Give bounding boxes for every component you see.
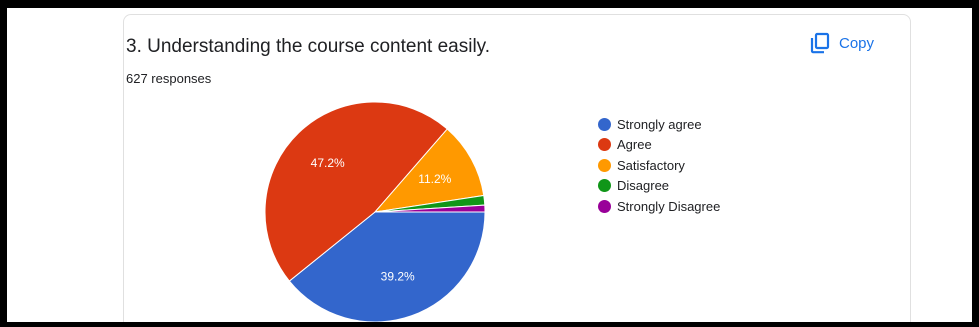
copy-icon <box>810 32 830 54</box>
legend-swatch <box>598 138 611 152</box>
legend-label: Satisfactory <box>617 157 685 173</box>
pie-data-label: 11.2% <box>418 172 451 186</box>
legend-label: Strongly agree <box>617 116 702 132</box>
pie-chart: 39.2% 47.2% 11.2% <box>264 101 486 322</box>
question-title: 3. Understanding the course content easi… <box>126 36 491 57</box>
pie-slice-satisfactory[interactable] <box>373 128 485 213</box>
pie-data-label: 47.2% <box>311 156 345 170</box>
pie-data-label: 39.2% <box>381 269 415 283</box>
copy-button-label: Copy <box>839 34 875 52</box>
legend-label: Agree <box>617 137 652 153</box>
legend-label: Disagree <box>617 178 670 194</box>
pie-slice-strongly-disagree[interactable] <box>374 204 486 213</box>
legend-swatch <box>598 158 611 172</box>
legend-item: Disagree <box>598 176 720 197</box>
response-count: 627 responses <box>126 71 212 86</box>
legend-swatch <box>598 117 611 131</box>
legend-item: Strongly Disagree <box>598 196 720 217</box>
legend-swatch <box>598 199 611 213</box>
question-card: 3. Understanding the course content easi… <box>123 14 911 322</box>
legend-item: Satisfactory <box>598 155 720 176</box>
legend-swatch <box>598 179 611 193</box>
copy-button[interactable]: Copy <box>810 32 874 54</box>
chart-legend: Strongly agree Agree Satisfactory Disagree S… <box>598 114 720 217</box>
pie-slice-strongly-agree[interactable] <box>288 211 486 322</box>
legend-label: Strongly Disagree <box>617 198 721 214</box>
pie-slice-agree[interactable] <box>264 101 448 282</box>
legend-item: Strongly agree <box>598 114 720 135</box>
legend-item: Agree <box>598 135 720 156</box>
screenshot-frame: 3. Understanding the course content easi… <box>7 8 972 322</box>
